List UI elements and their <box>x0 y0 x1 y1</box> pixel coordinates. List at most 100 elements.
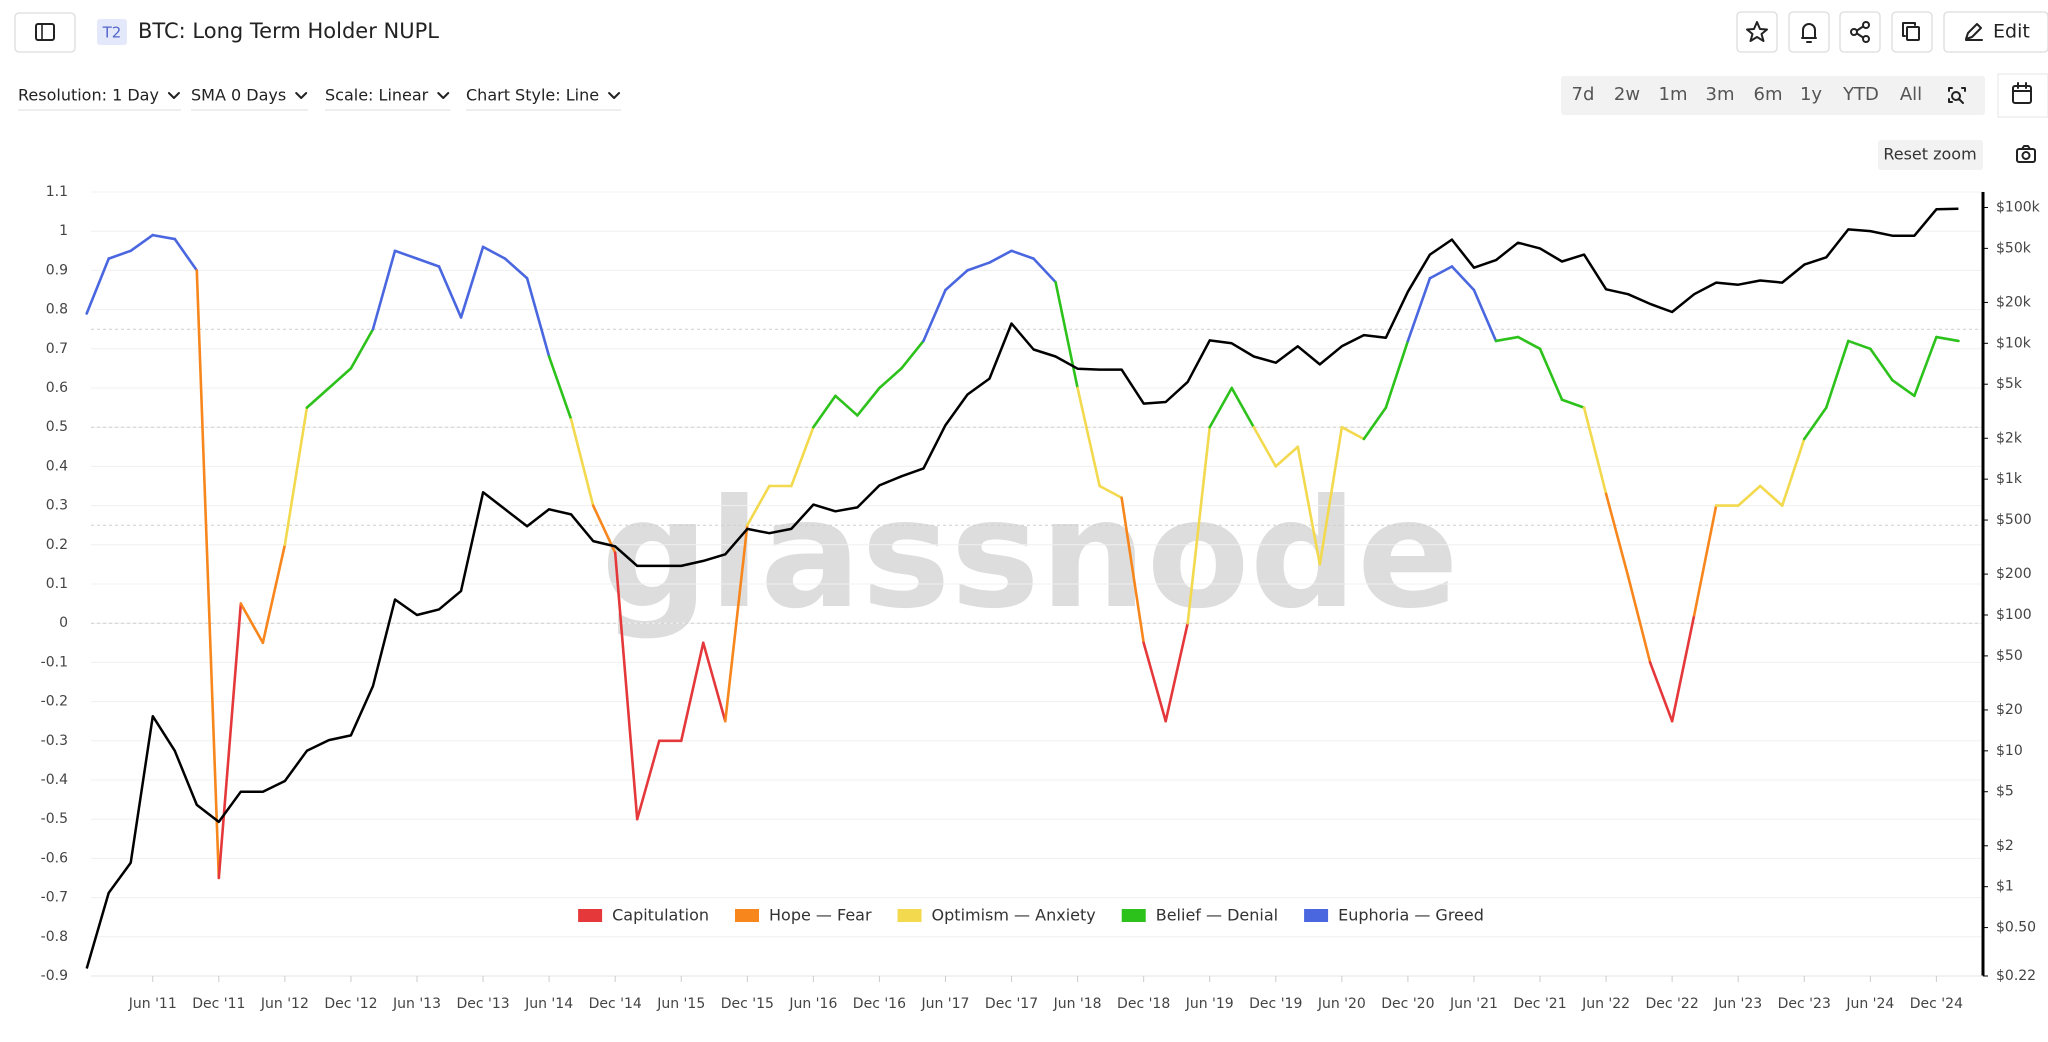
range-button[interactable]: 6m <box>1754 84 1783 105</box>
x-tick-label: Jun '22 <box>1581 996 1630 1012</box>
y2-tick-label: $20k <box>1996 294 2032 310</box>
badge: T2 <box>102 24 122 42</box>
legend-label: Belief — Denial <box>1156 906 1278 925</box>
nupl-segment <box>173 237 199 272</box>
legend-label: Optimism — Anxiety <box>932 906 1096 925</box>
star-button[interactable] <box>1736 11 1778 53</box>
x-tick-label: Jun '12 <box>260 996 309 1012</box>
scale-select[interactable]: Scale: Linear <box>325 86 429 105</box>
nupl-segment <box>1538 347 1564 402</box>
legend-swatch <box>1121 909 1146 922</box>
calendar-icon <box>2012 82 2032 104</box>
x-tick-label: Dec '12 <box>324 996 377 1012</box>
nupl-segment <box>547 355 573 421</box>
range-button[interactable]: 1m <box>1659 84 1688 105</box>
y2-tick-label: $10 <box>1996 743 2023 759</box>
range-button[interactable]: All <box>1900 84 1922 105</box>
x-tick-label: Dec '22 <box>1646 996 1699 1012</box>
nupl-segment <box>1384 339 1410 409</box>
nupl-segment <box>878 367 903 390</box>
alert-button[interactable] <box>1788 11 1830 53</box>
nupl-segment <box>966 261 991 272</box>
camera-icon[interactable] <box>2016 145 2036 163</box>
nupl-segment <box>834 394 859 417</box>
range-button[interactable]: 2w <box>1614 84 1640 105</box>
x-tick-label: Jun '17 <box>920 996 969 1012</box>
nupl-segment <box>944 269 969 292</box>
y2-tick-label: $2 <box>1996 838 2014 854</box>
x-tick-label: Jun '23 <box>1713 996 1762 1012</box>
nupl-segment <box>217 602 243 880</box>
y-tick-label: -0.7 <box>41 890 68 906</box>
nupl-segment <box>1164 621 1189 723</box>
sma-select[interactable]: SMA 0 Days <box>191 86 286 105</box>
legend-label: Capitulation <box>612 906 709 925</box>
chevron <box>167 92 180 99</box>
range-button[interactable]: 1y <box>1800 84 1822 105</box>
nupl-segment <box>1560 398 1586 409</box>
chevron <box>295 92 308 99</box>
nupl-segment <box>415 257 441 268</box>
range-button[interactable]: 7d <box>1572 84 1595 105</box>
nupl-segment <box>1935 335 1960 343</box>
nupl-segment <box>1736 484 1762 507</box>
y2-tick-label: $50 <box>1996 648 2023 664</box>
legend-swatch <box>578 909 603 922</box>
nupl-segment <box>107 249 133 260</box>
nupl-segment <box>1670 614 1696 723</box>
x-tick-label: Jun '13 <box>392 996 441 1012</box>
x-tick-label: Dec '24 <box>1910 996 1963 1012</box>
range-button[interactable]: 3m <box>1706 84 1735 105</box>
y-tick-label: 0 <box>59 615 68 631</box>
nupl-segment <box>261 543 287 645</box>
nupl-segment <box>85 257 111 315</box>
y2-tick-label: $100 <box>1996 607 2032 623</box>
nupl-segment <box>1252 425 1278 468</box>
y2-tick-label: $0.50 <box>1996 920 2036 936</box>
x-tick-label: Dec '11 <box>192 996 245 1012</box>
reset-zoom-button[interactable] <box>1878 140 1983 170</box>
sidebar-toggle[interactable] <box>14 12 76 53</box>
nupl-segment <box>1120 496 1145 645</box>
y-tick-label: -0.5 <box>41 811 68 827</box>
y-tick-label: 0.9 <box>46 262 68 278</box>
range-bar <box>1561 76 1985 115</box>
x-tick-label: Dec '13 <box>456 996 509 1012</box>
y-tick-label: -0.1 <box>41 654 68 670</box>
nupl-segment <box>1274 445 1300 468</box>
x-tick-label: Jun '14 <box>524 996 573 1012</box>
nupl-segment <box>481 245 507 260</box>
nupl-segment <box>1230 386 1256 429</box>
y-tick-label: 0.6 <box>46 380 68 396</box>
edit-label: Edit <box>1993 21 2030 43</box>
y-tick-label: 1 <box>59 223 68 239</box>
nupl-segment <box>1626 574 1652 664</box>
x-tick-label: Jun '20 <box>1317 996 1366 1012</box>
nupl-segment <box>327 367 353 390</box>
style-select[interactable]: Chart Style: Line <box>466 86 599 105</box>
star-icon <box>1746 21 1768 42</box>
nupl-segment <box>503 257 529 280</box>
share-button[interactable] <box>1839 11 1881 53</box>
nupl-segment <box>1406 276 1432 343</box>
x-tick-label: Dec '17 <box>985 996 1038 1012</box>
duplicate-button[interactable] <box>1891 11 1933 53</box>
nupl-segment <box>701 641 727 723</box>
nupl-segment <box>569 418 595 507</box>
range-button[interactable]: YTD <box>1842 84 1879 105</box>
nupl-segment <box>1076 386 1101 488</box>
y-tick-label: 0.3 <box>46 498 68 514</box>
x-tick-label: Jun '15 <box>656 996 705 1012</box>
edit-button[interactable] <box>1943 11 2048 53</box>
nupl-segment <box>1516 335 1542 351</box>
calendar-button[interactable] <box>1997 73 2048 118</box>
nupl-segment <box>1780 437 1806 507</box>
legend-swatch <box>897 909 922 922</box>
nupl-segment <box>437 265 463 319</box>
y-tick-label: 0.8 <box>46 302 68 318</box>
nupl-segment <box>1869 347 1894 382</box>
x-tick-label: Jun '19 <box>1185 996 1234 1012</box>
nupl-segment <box>1824 339 1850 409</box>
resolution-select[interactable]: Resolution: 1 Day <box>18 86 159 105</box>
chevrons <box>18 92 622 111</box>
